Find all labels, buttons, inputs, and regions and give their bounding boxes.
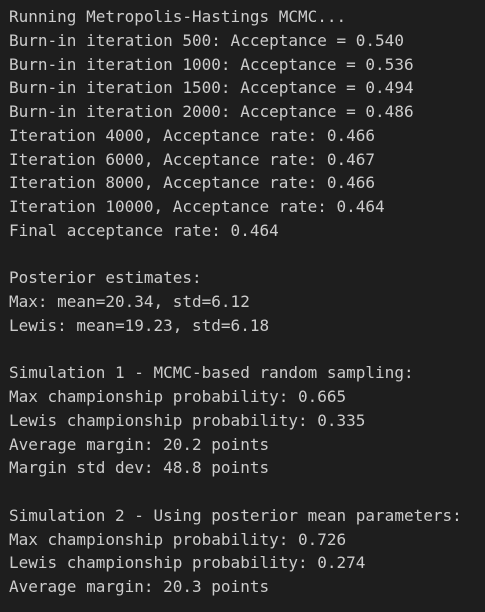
output-line: Burn-in iteration 1000: Acceptance = 0.5… (9, 54, 414, 74)
output-line: Burn-in iteration 1500: Acceptance = 0.4… (9, 78, 414, 98)
output-line: Lewis championship probability: 0.274 (9, 553, 366, 573)
output-line: Simulation 2 - Using posterior mean para… (9, 505, 462, 525)
output-line: Running Metropolis-Hastings MCMC... (9, 7, 347, 26)
output-line: Lewis championship probability: 0.335 (9, 410, 366, 430)
output-line: Margin std dev: 48.8 points (9, 458, 270, 478)
output-line: Lewis: mean=19.23, std=6.18 (9, 315, 270, 335)
output-line: Max championship probability: 0.665 (9, 387, 347, 406)
output-line: Iteration 8000, Acceptance rate: 0.466 (9, 173, 376, 193)
output-line: Final acceptance rate: 0.464 (9, 220, 279, 240)
output-block: Simulation 1 - MCMC-based random samplin… (9, 361, 485, 480)
output-line: Iteration 6000, Acceptance rate: 0.467 (9, 149, 376, 169)
output-line: Simulation 1 - MCMC-based random samplin… (9, 363, 414, 383)
output-line: Burn-in iteration 500: Acceptance = 0.54… (9, 30, 404, 50)
output-block: Posterior estimates: Max: mean=20.34, std… (9, 266, 485, 337)
output-line: Average margin: 20.3 points (9, 577, 270, 596)
output-line: Max championship probability: 0.726 (9, 529, 347, 549)
output-line: Posterior estimates: (9, 268, 202, 288)
output-line: Average margin: 20.2 points (9, 434, 270, 454)
output-block: Running Metropolis-Hastings MCMC... Burn-… (9, 5, 485, 243)
output-line: Iteration 4000, Acceptance rate: 0.466 (9, 125, 376, 145)
output-line: Iteration 10000, Acceptance rate: 0.464 (9, 197, 385, 216)
output-line: Max: mean=20.34, std=6.12 (9, 292, 250, 311)
output-block: Simulation 2 - Using posterior mean para… (9, 504, 485, 599)
output-line: Burn-in iteration 2000: Acceptance = 0.4… (9, 102, 414, 121)
